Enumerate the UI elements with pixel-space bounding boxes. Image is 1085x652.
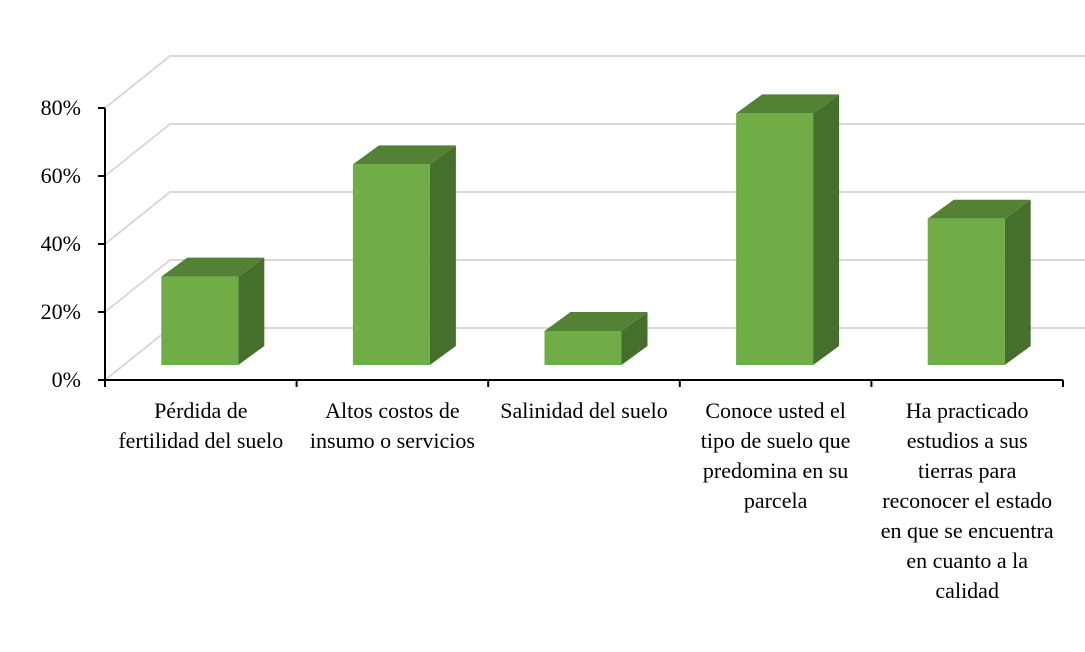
bar-front <box>544 331 622 365</box>
bar <box>352 145 456 365</box>
axes <box>98 107 1064 387</box>
y-tick-label: 80% <box>41 95 81 120</box>
gridline <box>104 55 1085 109</box>
bar-front <box>161 276 239 365</box>
bars <box>161 94 1031 366</box>
gridline <box>104 123 1085 177</box>
bar-top <box>927 199 1031 219</box>
bar-side <box>429 145 456 365</box>
x-tick-label: Altos costos de insumo o servicios <box>309 398 475 453</box>
bar-top <box>544 312 648 331</box>
bar <box>544 312 648 365</box>
bar-top <box>352 145 456 165</box>
y-tick-label: 20% <box>41 299 81 324</box>
y-tick-label: 0% <box>52 367 81 392</box>
bar-top <box>736 94 840 114</box>
bar-side <box>813 94 840 366</box>
x-tick-label: Salinidad del suelo <box>500 398 668 423</box>
bar-front <box>352 164 430 365</box>
x-tick-label: Pérdida de fertilidad del suelo <box>118 398 284 453</box>
bar-front <box>927 218 1005 365</box>
bar <box>927 199 1031 365</box>
bar-top <box>161 257 265 277</box>
bar-side <box>621 312 648 365</box>
y-axis-ticks: 0% 20% 40% 60% 80% <box>41 95 81 392</box>
y-tick-label: 60% <box>41 163 81 188</box>
y-tick-label: 40% <box>41 231 81 256</box>
x-tick-label: Ha practicado estudios a sus tierras par… <box>880 398 1054 603</box>
bar-side <box>238 257 265 365</box>
x-tick-label: Conoce usted el tipo de suelo que predom… <box>700 398 851 513</box>
bar <box>161 257 265 365</box>
bar <box>736 94 840 366</box>
bar-front <box>736 113 814 366</box>
bar-side <box>1004 199 1031 365</box>
